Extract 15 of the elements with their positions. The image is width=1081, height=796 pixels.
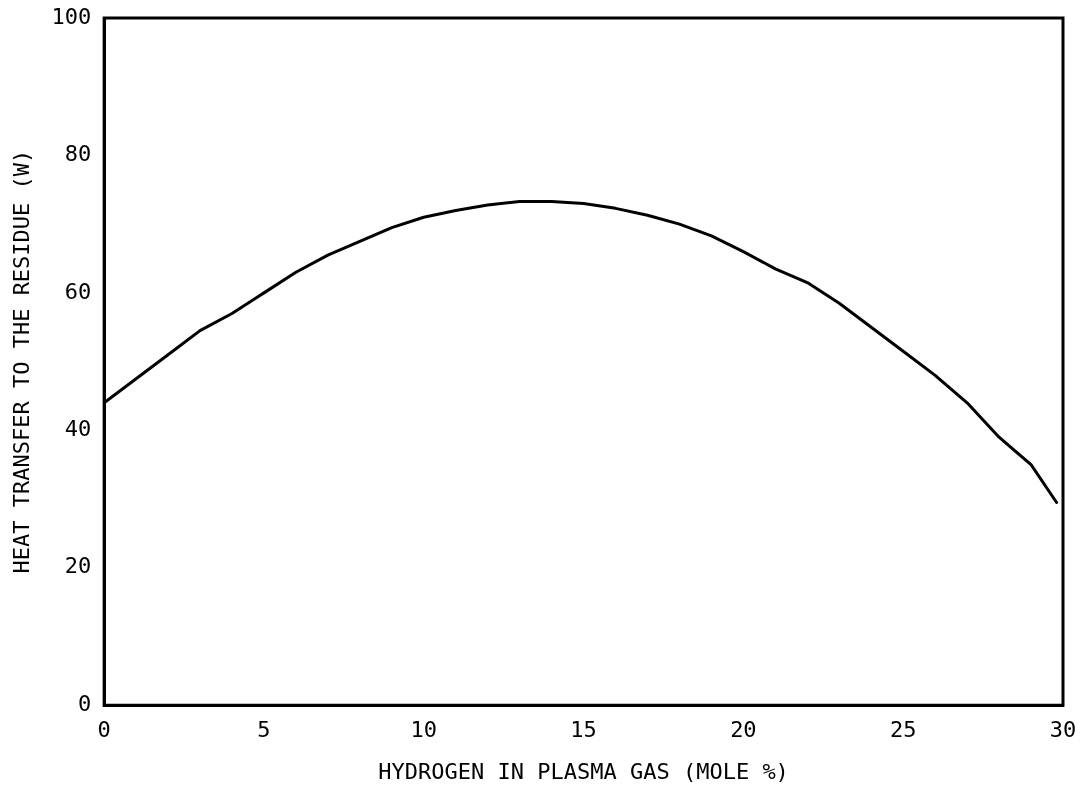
y-tick-label: 60	[64, 278, 92, 304]
y-tick-label: 0	[77, 690, 92, 716]
y-tick-label: 80	[64, 141, 92, 167]
y-axis-title: HEAT TRANSFER TO THE RESIDUE (W)	[8, 149, 34, 574]
x-tick-label: 10	[410, 717, 438, 743]
y-tick-label: 100	[51, 3, 92, 29]
y-tick-label: 40	[64, 416, 92, 442]
x-tick-label: 20	[730, 717, 757, 743]
x-tick-label: 30	[1049, 717, 1077, 743]
x-tick-label: 0	[97, 717, 111, 743]
x-axis-title: HYDROGEN IN PLASMA GAS (MOLE %)	[378, 758, 789, 784]
y-tick-label: 20	[64, 553, 92, 579]
x-tick-label: 25	[889, 717, 917, 743]
x-tick-label: 5	[257, 717, 271, 743]
x-tick-label: 15	[570, 717, 597, 743]
